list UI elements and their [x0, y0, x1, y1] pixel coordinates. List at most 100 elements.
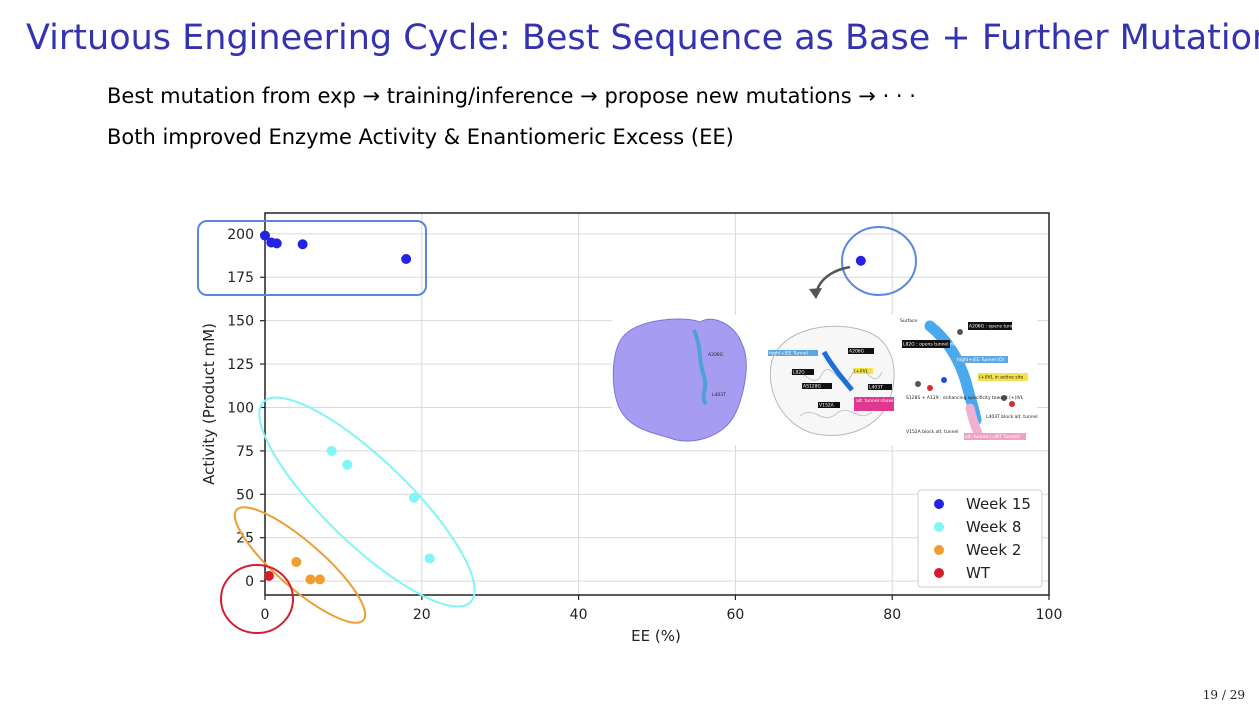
data-points	[260, 230, 866, 585]
y-tick-label: 200	[227, 227, 254, 243]
inset-label-box	[868, 384, 892, 390]
ribbon-coil-image	[799, 409, 873, 419]
data-point-week-2	[305, 574, 316, 585]
inset-label-box	[978, 373, 1028, 381]
week2-group-highlight	[233, 506, 367, 624]
inset-right-label-5: (+)IVL in active site	[979, 375, 1024, 381]
week15-best-highlight	[841, 226, 917, 296]
residue-atom-image	[941, 377, 947, 383]
page-number: 19 / 29	[1202, 688, 1245, 702]
inset-label-box	[964, 433, 1026, 440]
legend-label-wt: WT	[966, 564, 991, 582]
y-tick-label: 0	[245, 574, 254, 590]
x-tick-label: 80	[883, 607, 901, 623]
plot-frame	[264, 212, 1050, 596]
alt-tunnel-image	[965, 403, 983, 439]
inset-label-dark-6: V152A	[819, 403, 835, 409]
ribbon-coil-image	[789, 367, 883, 382]
protein-surface-image	[612, 318, 747, 442]
y-tick-label: 175	[227, 270, 254, 286]
residue-atom-image	[927, 385, 933, 391]
legend-items: Week 15 Week 8 Week 2 WT	[934, 495, 1031, 582]
group-highlights	[197, 220, 917, 634]
inset-label-dark-5: L403T	[869, 385, 883, 391]
inset-right-label-1: Surface	[900, 318, 917, 324]
x-tick-label: 60	[726, 607, 744, 623]
inset-label-light-1: A206G	[708, 352, 724, 358]
callout-arrow-head	[809, 288, 822, 299]
tunnel-path-image	[692, 329, 708, 406]
x-axis-title: EE (%)	[631, 627, 681, 645]
data-point-week-8	[408, 492, 419, 503]
legend-box	[917, 489, 1043, 588]
data-point-week-8	[424, 553, 435, 564]
data-point-week-15	[271, 238, 282, 249]
legend-marker-week-8	[934, 522, 944, 532]
wt-group-highlight	[220, 564, 294, 634]
y-tick-label: 75	[236, 444, 254, 460]
data-point-week-15	[401, 254, 412, 265]
data-point-wt	[263, 570, 274, 581]
legend-marker-week-2	[934, 545, 944, 555]
legend-label-week-2: Week 2	[966, 541, 1021, 559]
tunnel-path-image	[821, 350, 854, 392]
inset-label-box	[853, 368, 873, 374]
inset-label-box	[956, 356, 1008, 363]
data-point-week-2	[314, 574, 325, 585]
y-axis-title: Activity (Product mM)	[200, 323, 218, 485]
inset-right-label-9: alt. tunnel (=WT Tunnel)	[965, 434, 1020, 440]
residue-atom-image	[1001, 395, 1007, 401]
inset-right-label-8: V152A block alt. tunnel	[906, 429, 959, 435]
inset-label-dark-3: AS128G	[803, 384, 822, 390]
data-point-week-15	[855, 255, 866, 266]
inset-label-box	[818, 402, 840, 408]
week15-group-highlight	[197, 220, 427, 296]
structure-inset: A206G L403T A206G L82G AS128G (+)IVL L40…	[612, 315, 1038, 445]
legend-marker-week-15	[934, 499, 944, 509]
bullet-list: Best mutation from exp → training/infere…	[107, 80, 916, 162]
residue-atom-image	[957, 329, 963, 335]
residue-atom-image	[915, 381, 921, 387]
residue-atom-image	[1009, 401, 1015, 407]
inset-right-label-6: S128S + A129 : enhancing specificity tow…	[906, 395, 1024, 401]
inset-label-dark-1: A206G	[849, 349, 865, 355]
inset-label-box	[854, 397, 894, 411]
y-tick-label: 125	[227, 357, 254, 373]
data-point-week-15	[297, 239, 308, 250]
legend-marker-wt	[934, 568, 944, 578]
week8-group-highlight	[258, 396, 476, 608]
inset-right-label-2: A206G : opens tunnel mouth	[969, 324, 1034, 330]
inset-label-box	[768, 350, 818, 356]
inset-callout-label-1: high(+)EE Tunnel	[769, 351, 808, 357]
x-tick-label: 40	[570, 607, 588, 623]
inset-label-dark-4: (+)IVL	[854, 369, 869, 375]
x-tick-label: 100	[1036, 607, 1063, 623]
legend-label-week-15: Week 15	[966, 495, 1031, 513]
data-point-week-8	[326, 445, 337, 456]
bullet-line-2: Both improved Enzyme Activity & Enantiom…	[107, 125, 734, 149]
callout-arrow	[814, 265, 851, 296]
inset-label-box	[902, 340, 950, 348]
inset-label-light-2: L403T	[712, 392, 726, 398]
protein-ribbon-image	[769, 325, 895, 436]
inset-right-label-3: L82G : opens tunnel mouth	[903, 342, 965, 348]
data-point-week-2	[291, 557, 302, 568]
inset-right-label-7: L403T block alt. tunnel	[986, 414, 1038, 420]
chart-legend: Week 15 Week 8 Week 2 WT	[917, 489, 1043, 588]
data-point-week-15	[260, 230, 270, 241]
y-tick-label: 100	[227, 400, 254, 416]
inset-label-dark-2: L82G	[793, 370, 805, 376]
x-tick-label: 0	[261, 607, 270, 623]
x-tick-label: 20	[413, 607, 431, 623]
inset-label-box	[792, 369, 814, 375]
inset-right-label-4: high(+)EE Tunnel (O)	[957, 357, 1005, 363]
y-tick-label: 50	[236, 487, 254, 503]
bullet-line-1: Best mutation from exp → training/infere…	[107, 84, 916, 108]
inset-label-box	[848, 348, 874, 354]
inset-label-box	[802, 383, 832, 389]
legend-label-week-8: Week 8	[966, 518, 1021, 536]
inset-label-box	[968, 322, 1012, 330]
y-tick-label: 150	[227, 314, 254, 330]
